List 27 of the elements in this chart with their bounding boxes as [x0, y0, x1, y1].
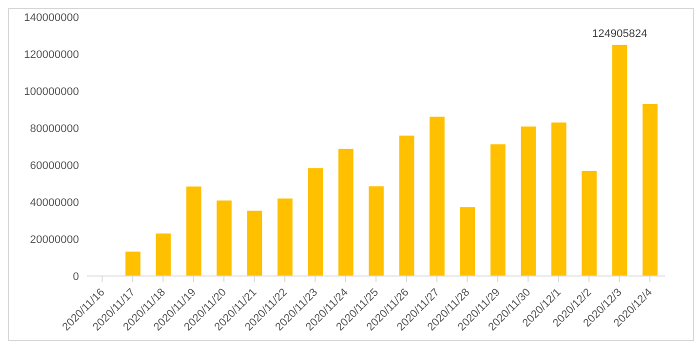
- y-tick-label: 20000000: [30, 234, 79, 246]
- bar: [308, 168, 323, 276]
- bar: [582, 170, 597, 276]
- y-tick-label: 120000000: [24, 48, 79, 61]
- bar: [612, 44, 628, 276]
- bar: [216, 200, 232, 276]
- bar: [186, 186, 202, 276]
- bar: [520, 126, 536, 276]
- y-tick-label: 80000000: [30, 122, 79, 135]
- bar: [156, 233, 171, 276]
- data-label: 124905824: [592, 28, 648, 40]
- y-tick-label: 0: [72, 270, 79, 283]
- bar: [338, 148, 354, 276]
- y-tick-label: 100000000: [24, 86, 79, 98]
- bar: [551, 122, 566, 276]
- bar: [278, 198, 293, 276]
- bar: [490, 144, 506, 276]
- bar: [642, 104, 658, 276]
- y-tick-label: 40000000: [30, 196, 79, 209]
- bar: [368, 186, 384, 276]
- y-tick-label: 60000000: [30, 160, 79, 172]
- bar: [125, 252, 140, 276]
- bar: [247, 210, 262, 276]
- y-tick-label: 140000000: [24, 12, 79, 24]
- bar: [399, 136, 414, 276]
- bar: [460, 207, 476, 276]
- bar: [430, 116, 445, 276]
